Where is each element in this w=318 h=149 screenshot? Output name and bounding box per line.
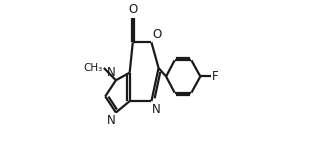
Text: O: O xyxy=(128,3,137,16)
Text: N: N xyxy=(107,66,115,79)
Text: F: F xyxy=(212,70,219,83)
Text: O: O xyxy=(152,28,162,41)
Text: CH₃: CH₃ xyxy=(83,63,102,73)
Text: N: N xyxy=(107,114,115,127)
Text: N: N xyxy=(152,103,161,116)
